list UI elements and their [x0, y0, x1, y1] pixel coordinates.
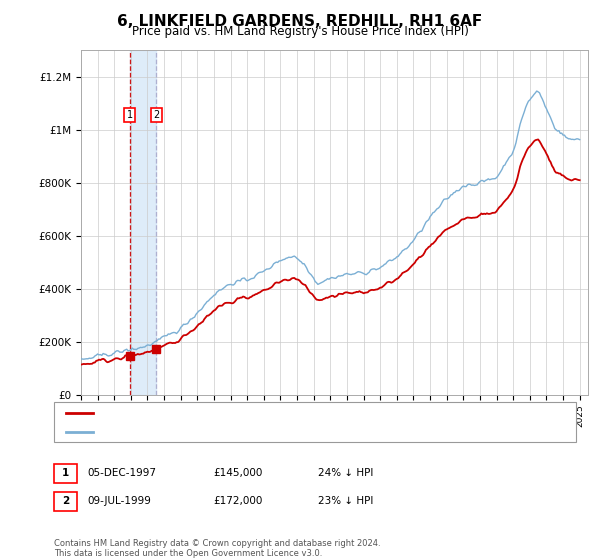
Text: 2: 2: [154, 110, 160, 120]
Text: 23% ↓ HPI: 23% ↓ HPI: [318, 496, 373, 506]
Bar: [130, 50, 157, 395]
Text: Price paid vs. HM Land Registry's House Price Index (HPI): Price paid vs. HM Land Registry's House …: [131, 25, 469, 38]
Text: £172,000: £172,000: [213, 496, 262, 506]
Text: 6, LINKFIELD GARDENS, REDHILL, RH1 6AF (detached house): 6, LINKFIELD GARDENS, REDHILL, RH1 6AF (…: [99, 408, 398, 418]
Text: 2: 2: [62, 496, 69, 506]
Text: 1: 1: [127, 110, 133, 120]
Text: 05-DEC-1997: 05-DEC-1997: [87, 468, 156, 478]
Text: 1: 1: [62, 468, 69, 478]
Text: HPI: Average price, detached house, Reigate and Banstead: HPI: Average price, detached house, Reig…: [99, 427, 388, 436]
Text: 09-JUL-1999: 09-JUL-1999: [87, 496, 151, 506]
Text: 6, LINKFIELD GARDENS, REDHILL, RH1 6AF: 6, LINKFIELD GARDENS, REDHILL, RH1 6AF: [118, 14, 482, 29]
Text: 24% ↓ HPI: 24% ↓ HPI: [318, 468, 373, 478]
Text: £145,000: £145,000: [213, 468, 262, 478]
Text: Contains HM Land Registry data © Crown copyright and database right 2024.
This d: Contains HM Land Registry data © Crown c…: [54, 539, 380, 558]
